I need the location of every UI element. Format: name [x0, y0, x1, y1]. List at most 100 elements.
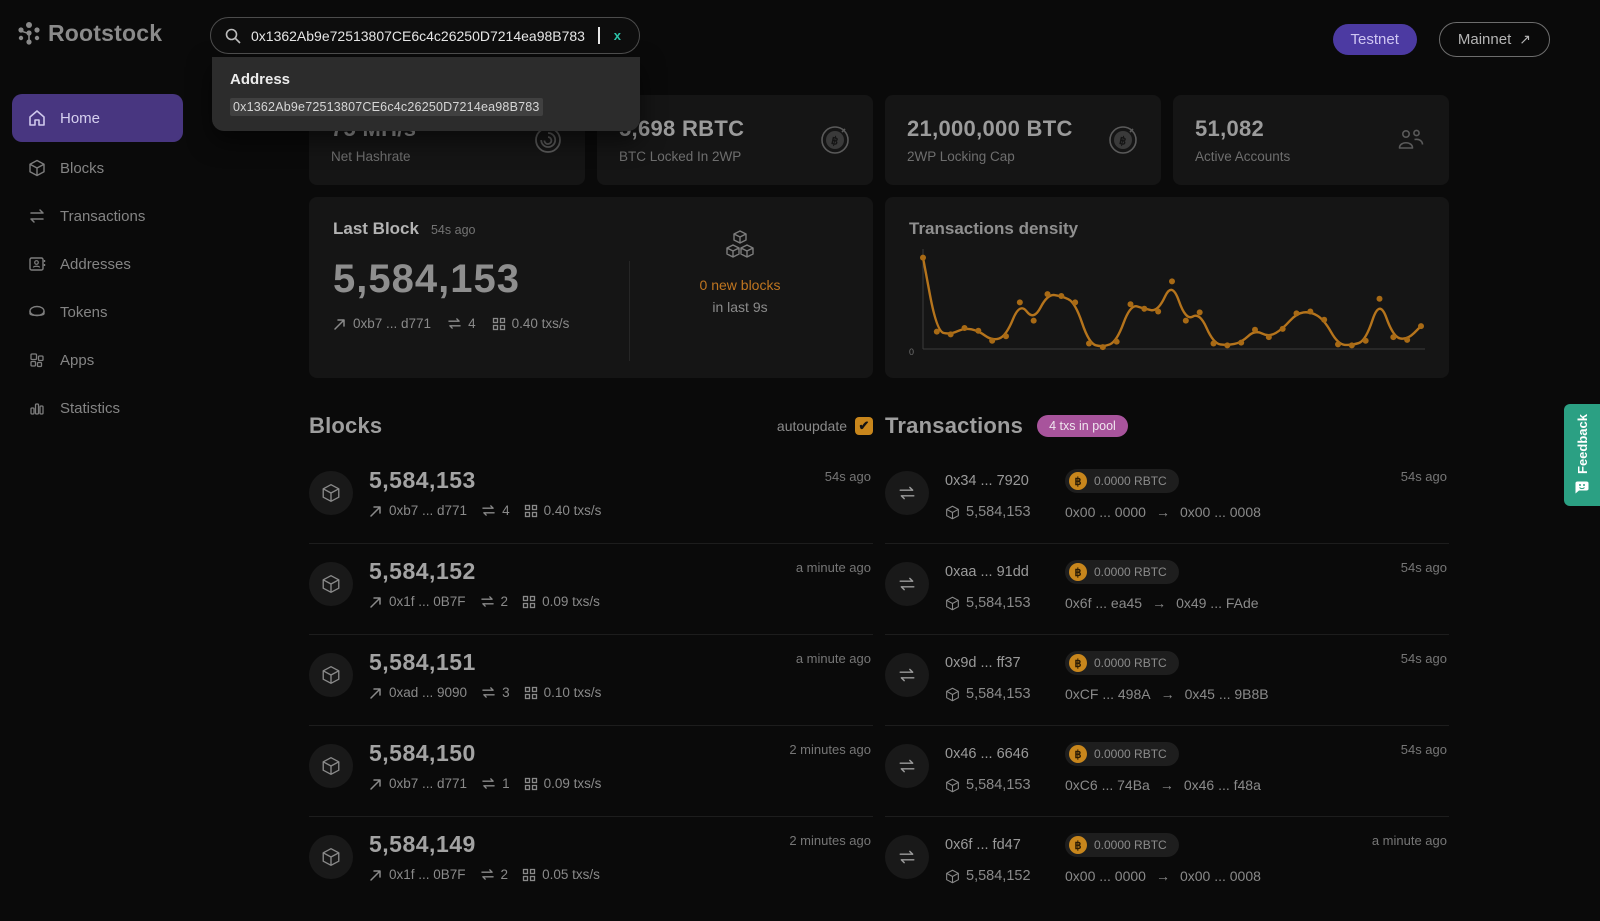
block-rate: 0.40 txs/s — [492, 316, 570, 331]
cube-icon — [945, 687, 960, 702]
sidebar-item-label: Tokens — [60, 304, 108, 321]
tx-block-number[interactable]: 5,584,153 — [945, 686, 1065, 702]
home-icon — [28, 109, 46, 127]
swap-icon — [898, 849, 916, 865]
tx-block-number[interactable]: 5,584,152 — [945, 868, 1065, 884]
block-hash[interactable]: 0xb7 ... d771 — [333, 316, 431, 331]
autoupdate-label: autoupdate — [777, 418, 847, 434]
bitcoin-icon: ฿ — [819, 124, 851, 156]
rbtc-icon: ฿ — [1069, 472, 1087, 490]
block-hash[interactable]: 0xb7 ... d771 — [369, 776, 467, 791]
grid-icon — [524, 504, 538, 518]
block-number[interactable]: 5,584,153 — [369, 467, 873, 494]
transactions-list: 0x34 ... 7920 ฿ 0.0000 RBTC 5,584,153 0x… — [885, 453, 1449, 908]
tx-hash[interactable]: 0x34 ... 7920 — [945, 473, 1065, 489]
sidebar-item-label: Blocks — [60, 160, 104, 177]
block-hash[interactable]: 0xad ... 9090 — [369, 685, 467, 700]
sidebar-item-addresses[interactable]: Addresses — [12, 242, 183, 286]
arrow-right-icon: → — [1161, 686, 1175, 702]
block-list-item[interactable]: 5,584,152 0x1f ... 0B7F 2 0.09 txs/s a m… — [309, 544, 873, 635]
tx-from-address[interactable]: 0x6f ... ea45 — [1065, 595, 1142, 611]
stat-value: 21,000,000 BTC — [907, 116, 1073, 142]
tx-block-number[interactable]: 5,584,153 — [945, 777, 1065, 793]
tx-time-ago: a minute ago — [1372, 833, 1447, 848]
feedback-button[interactable]: Feedback — [1564, 404, 1600, 506]
autoupdate-checkbox[interactable]: ✔ — [855, 417, 873, 435]
transaction-list-item[interactable]: 0x34 ... 7920 ฿ 0.0000 RBTC 5,584,153 0x… — [885, 453, 1449, 544]
rbtc-icon: ฿ — [1069, 836, 1087, 854]
block-list-item[interactable]: 5,584,153 0xb7 ... d771 4 0.40 txs/s 54s… — [309, 453, 873, 544]
grid-icon — [524, 777, 538, 791]
tx-to-address[interactable]: 0x49 ... FAde — [1176, 595, 1259, 611]
tx-to-address[interactable]: 0x00 ... 0008 — [1180, 868, 1261, 884]
text-cursor — [598, 27, 600, 44]
block-time-ago: 54s ago — [825, 469, 871, 484]
tx-hash[interactable]: 0x46 ... 6646 — [945, 746, 1065, 762]
block-list-item[interactable]: 5,584,150 0xb7 ... d771 1 0.09 txs/s 2 m… — [309, 726, 873, 817]
external-link-icon: ↗ — [1519, 31, 1531, 48]
search-input[interactable]: 0x1362Ab9e72513807CE6c4c26250D7214ea98B7… — [251, 28, 594, 44]
sidebar-item-statistics[interactable]: Statistics — [12, 386, 183, 430]
new-blocks-window: in last 9s — [630, 299, 850, 315]
tx-hash[interactable]: 0x9d ... ff37 — [945, 655, 1065, 671]
tx-block-number[interactable]: 5,584,153 — [945, 595, 1065, 611]
tx-to-address[interactable]: 0x45 ... 9B8B — [1185, 686, 1269, 702]
stat-card-active-accounts: 51,082 Active Accounts — [1173, 95, 1449, 185]
suggestion-address-result[interactable]: 0x1362Ab9e72513807CE6c4c26250D7214ea98B7… — [230, 98, 543, 116]
block-hash[interactable]: 0x1f ... 0B7F — [369, 594, 466, 609]
grid-icon — [522, 595, 536, 609]
swap-icon — [480, 868, 495, 881]
transaction-list-item[interactable]: 0x9d ... ff37 ฿ 0.0000 RBTC 5,584,153 0x… — [885, 635, 1449, 726]
tx-value-badge: ฿ 0.0000 RBTC — [1065, 651, 1179, 675]
block-hash[interactable]: 0x1f ... 0B7F — [369, 867, 466, 882]
new-blocks-count: 0 new blocks — [630, 277, 850, 293]
sidebar-item-label: Apps — [60, 352, 94, 369]
tx-from-address[interactable]: 0xC6 ... 74Ba — [1065, 777, 1150, 793]
tx-from-address[interactable]: 0x00 ... 0000 — [1065, 504, 1146, 520]
sidebar-item-blocks[interactable]: Blocks — [12, 146, 183, 190]
block-tx-count: 2 — [480, 594, 509, 609]
transaction-list-item[interactable]: 0xaa ... 91dd ฿ 0.0000 RBTC 5,584,153 0x… — [885, 544, 1449, 635]
suggestion-type-label: Address — [230, 71, 622, 88]
stat-label: BTC Locked In 2WP — [619, 149, 744, 164]
tx-hash[interactable]: 0x6f ... fd47 — [945, 837, 1065, 853]
search-bar[interactable]: 0x1362Ab9e72513807CE6c4c26250D7214ea98B7… — [210, 17, 640, 54]
block-rate: 0.10 txs/s — [524, 685, 602, 700]
block-hash[interactable]: 0xb7 ... d771 — [369, 503, 467, 518]
clear-search-button[interactable]: x — [610, 28, 625, 43]
tx-from-address[interactable]: 0x00 ... 0000 — [1065, 868, 1146, 884]
tx-hash[interactable]: 0xaa ... 91dd — [945, 564, 1065, 580]
stat-label: 2WP Locking Cap — [907, 149, 1073, 164]
swap-icon — [447, 317, 462, 330]
cube-icon — [321, 756, 341, 776]
block-list-item[interactable]: 5,584,151 0xad ... 9090 3 0.10 txs/s a m… — [309, 635, 873, 726]
cube-icon — [945, 778, 960, 793]
txs-in-pool-badge[interactable]: 4 txs in pool — [1037, 415, 1128, 437]
search-suggestion-dropdown: Address 0x1362Ab9e72513807CE6c4c26250D72… — [212, 57, 640, 131]
sidebar-item-apps[interactable]: Apps — [12, 338, 183, 382]
block-tx-count: 3 — [481, 685, 510, 700]
rootstock-logo[interactable]: Rootstock — [16, 20, 162, 47]
sidebar-item-home[interactable]: Home — [12, 94, 183, 142]
swap-icon — [480, 595, 495, 608]
tx-to-address[interactable]: 0x46 ... f48a — [1184, 777, 1261, 793]
tx-time-ago: 54s ago — [1401, 469, 1447, 484]
tx-block-number[interactable]: 5,584,153 — [945, 504, 1065, 520]
block-tx-count: 4 — [447, 316, 476, 331]
stat-card-locking-cap: 21,000,000 BTC 2WP Locking Cap ฿ — [885, 95, 1161, 185]
miner-arrow-icon — [333, 317, 347, 331]
block-list-item[interactable]: 5,584,149 0x1f ... 0B7F 2 0.05 txs/s 2 m… — [309, 817, 873, 908]
sidebar-item-transactions[interactable]: Transactions — [12, 194, 183, 238]
mainnet-button[interactable]: Mainnet ↗ — [1439, 22, 1550, 57]
cube-icon — [321, 483, 341, 503]
transaction-list-item[interactable]: 0x46 ... 6646 ฿ 0.0000 RBTC 5,584,153 0x… — [885, 726, 1449, 817]
testnet-button[interactable]: Testnet — [1333, 24, 1417, 55]
cube-icon — [321, 847, 341, 867]
tx-to-address[interactable]: 0x00 ... 0008 — [1180, 504, 1261, 520]
tx-from-address[interactable]: 0xCF ... 498A — [1065, 686, 1151, 702]
mainnet-label: Mainnet — [1458, 31, 1511, 48]
blocks-stack-icon — [720, 227, 760, 267]
sidebar-item-tokens[interactable]: Tokens — [12, 290, 183, 334]
transaction-list-item[interactable]: 0x6f ... fd47 ฿ 0.0000 RBTC 5,584,152 0x… — [885, 817, 1449, 908]
miner-arrow-icon — [369, 595, 383, 609]
